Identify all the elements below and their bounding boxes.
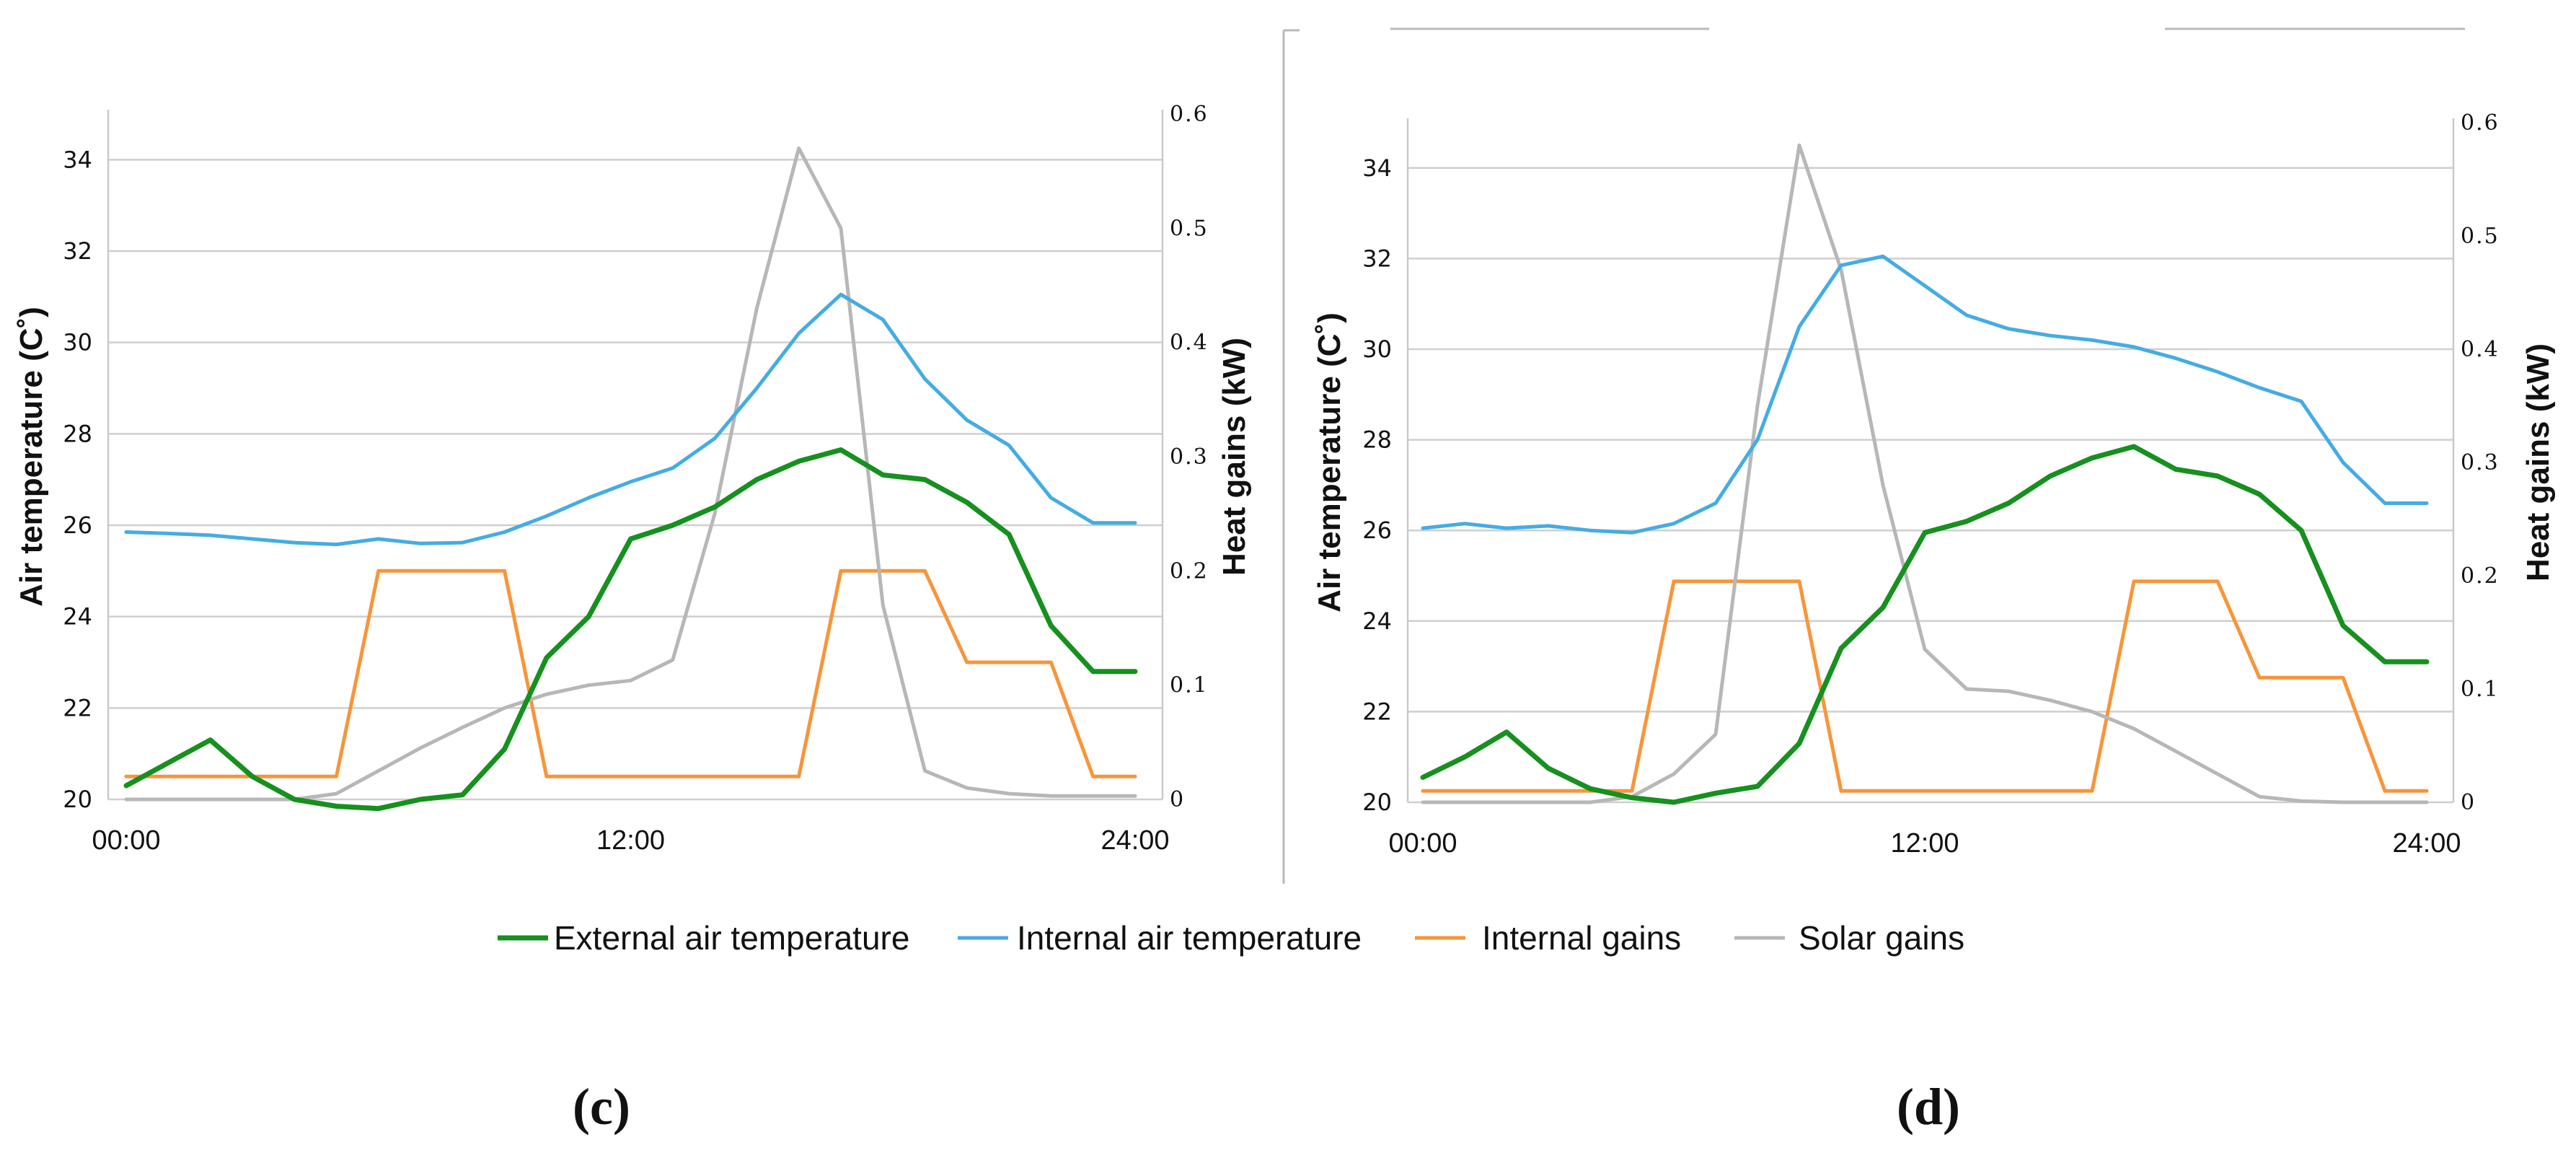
y-tick-label: 20 bbox=[63, 786, 92, 813]
legend-item-gains: Internal gains bbox=[1415, 919, 1681, 957]
legend-item-ext: External air temperature bbox=[498, 919, 909, 957]
y2-tick-label: 0.2 bbox=[1170, 558, 1209, 584]
y2-tick-label: 0.5 bbox=[1170, 216, 1209, 241]
series-line-int bbox=[124, 292, 1137, 547]
y-axis-title: Air temperature (C˚) bbox=[14, 307, 49, 607]
y-tick-label: 26 bbox=[63, 512, 92, 539]
chart-panel-d: 20 22 24 26 28 30 32 34 0 0.1 0.2 0.3 0.4 0.5 0.6 00:00… bbox=[1312, 110, 2556, 1136]
x-tick-label: 00:00 bbox=[92, 825, 160, 856]
legend-label-int: Internal air temperature bbox=[1017, 919, 1362, 957]
y-tick-label: 20 bbox=[1362, 789, 1392, 816]
y2-tick-label: 0.1 bbox=[2461, 677, 2500, 702]
y2-tick-label: 0.2 bbox=[2461, 563, 2500, 589]
series-line-solar bbox=[124, 146, 1137, 802]
y2-tick-label: 0.3 bbox=[1170, 444, 1209, 470]
y-tick-label: 22 bbox=[63, 694, 92, 721]
series-line-ext bbox=[123, 447, 1138, 812]
x-tick-label: 12:00 bbox=[1890, 828, 1959, 859]
y2-tick-label: 0 bbox=[1170, 787, 1185, 812]
series-line-int bbox=[1421, 254, 2429, 535]
y-tick-label: 26 bbox=[1362, 517, 1392, 544]
y-tick-label: 32 bbox=[63, 237, 92, 265]
legend-label-ext: External air temperature bbox=[554, 919, 909, 957]
legend: External air temperature Internal air tem… bbox=[498, 919, 1964, 957]
y2-axis-title: Heat gains (kW) bbox=[1217, 338, 1252, 576]
y2-tick-label: 0.4 bbox=[2461, 337, 2500, 362]
legend-label-gains: Internal gains bbox=[1482, 919, 1681, 957]
y-tick-label: 34 bbox=[1362, 154, 1392, 182]
y-tick-label: 24 bbox=[1362, 607, 1392, 635]
y-tick-label: 28 bbox=[63, 420, 92, 447]
y2-tick-label: 0.6 bbox=[1170, 102, 1209, 127]
x-tick-label: 12:00 bbox=[596, 825, 665, 856]
y2-tick-label: 0.5 bbox=[2461, 224, 2500, 249]
series-line-gains bbox=[1421, 579, 2429, 793]
y2-tick-label: 0.3 bbox=[2461, 450, 2500, 475]
y2-tick-label: 0 bbox=[2461, 790, 2476, 815]
y-tick-label: 28 bbox=[1362, 426, 1392, 454]
legend-item-int: Internal air temperature bbox=[958, 919, 1362, 957]
x-tick-label: 00:00 bbox=[1388, 828, 1457, 859]
y2-tick-label: 0.6 bbox=[2461, 110, 2500, 136]
panel-label: (d) bbox=[1897, 1078, 1960, 1136]
series-line-solar bbox=[1421, 143, 2429, 804]
panel-separator bbox=[1282, 27, 2465, 884]
y-tick-label: 30 bbox=[1362, 335, 1392, 363]
legend-item-solar: Solar gains bbox=[1734, 919, 1964, 957]
panel-label: (c) bbox=[573, 1078, 630, 1136]
chart-panel-c: 20 22 24 26 28 30 32 34 0 0.1 0.2 0.3 0.4 0.5 0.6 00:00… bbox=[14, 102, 1252, 1136]
y-tick-label: 32 bbox=[1362, 245, 1392, 272]
x-tick-label: 24:00 bbox=[2392, 828, 2461, 859]
series-line-ext bbox=[1420, 444, 2430, 805]
y-tick-label: 30 bbox=[63, 329, 92, 356]
y-axis-title: Air temperature (C˚) bbox=[1312, 312, 1347, 613]
y-tick-label: 22 bbox=[1362, 698, 1392, 725]
series-line-gains bbox=[124, 569, 1137, 778]
x-tick-label: 24:00 bbox=[1100, 825, 1169, 856]
y2-tick-label: 0.4 bbox=[1170, 330, 1209, 356]
y2-axis-title: Heat gains (kW) bbox=[2520, 343, 2556, 582]
y-tick-label: 24 bbox=[63, 603, 92, 631]
y2-tick-label: 0.1 bbox=[1170, 673, 1209, 698]
y-tick-label: 34 bbox=[63, 146, 92, 173]
legend-label-solar: Solar gains bbox=[1799, 919, 1964, 957]
